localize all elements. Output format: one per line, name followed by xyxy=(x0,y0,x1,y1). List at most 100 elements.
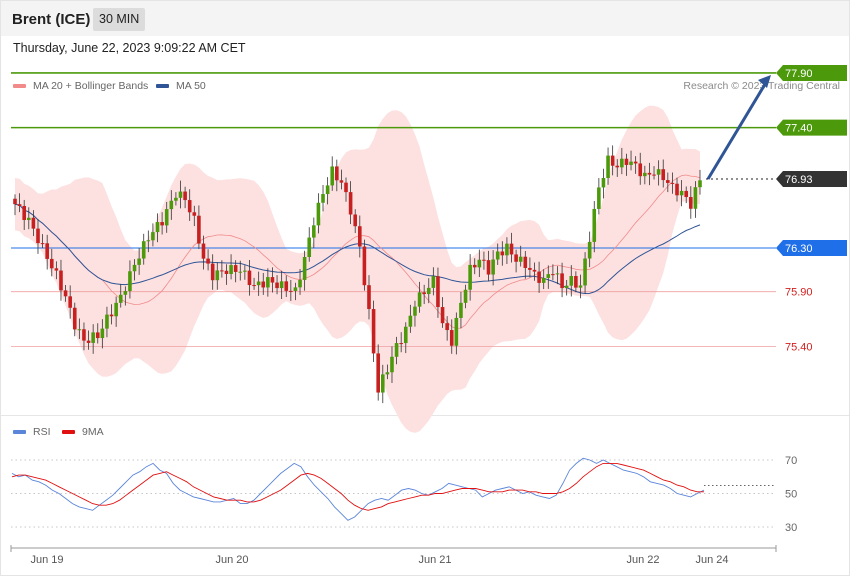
candle-body xyxy=(509,243,514,255)
candle-body xyxy=(528,267,532,270)
candle xyxy=(656,160,661,186)
candle xyxy=(63,285,68,302)
candle xyxy=(164,201,169,233)
level-tag-77.90: 77.90 xyxy=(776,64,847,81)
candle-body xyxy=(59,270,63,291)
candle-body xyxy=(514,254,518,262)
candle-body xyxy=(164,209,169,226)
candle-body xyxy=(468,264,472,290)
candle-body xyxy=(578,285,583,288)
candle xyxy=(256,271,261,296)
candle-body xyxy=(206,258,210,264)
candle xyxy=(105,306,109,338)
candle xyxy=(40,234,45,249)
candle xyxy=(500,241,505,266)
candle-body xyxy=(417,292,422,307)
candle xyxy=(551,264,555,281)
legend-9ma: 9MA xyxy=(62,426,104,438)
candle xyxy=(13,194,17,216)
candle-body xyxy=(178,191,183,198)
candle xyxy=(454,312,459,355)
candle xyxy=(698,169,702,195)
timeframe-badge[interactable]: 30 MIN xyxy=(93,8,146,31)
rsi-tick-label: 30 xyxy=(785,522,797,534)
candle-body xyxy=(647,172,652,175)
candle xyxy=(445,316,449,341)
candle-body xyxy=(160,222,164,226)
candle-body xyxy=(551,274,555,276)
candle-body xyxy=(629,161,633,165)
candle-body xyxy=(505,243,509,256)
candle xyxy=(17,193,22,213)
candle xyxy=(371,300,376,363)
candle-body xyxy=(348,192,353,215)
candle xyxy=(91,324,95,354)
candle-body xyxy=(13,198,17,205)
candle xyxy=(22,199,26,231)
candle xyxy=(357,215,362,258)
candle xyxy=(298,269,302,295)
candle-body xyxy=(40,243,45,245)
candle xyxy=(187,189,192,221)
candle-body xyxy=(555,273,560,275)
candle-body xyxy=(587,241,592,259)
candle xyxy=(495,243,500,265)
candle-body xyxy=(454,317,459,346)
candle-body xyxy=(569,276,574,286)
ma9-swatch xyxy=(62,430,75,434)
candle-body xyxy=(293,287,298,291)
level-tag-77.40: 77.40 xyxy=(776,119,847,136)
candle-body xyxy=(403,326,408,344)
level-label-box xyxy=(776,171,847,188)
candle-body xyxy=(477,259,482,268)
candle xyxy=(537,261,541,293)
candle xyxy=(348,181,353,225)
candle xyxy=(252,277,256,290)
rsi-swatch xyxy=(13,430,26,434)
candle-body xyxy=(330,166,335,186)
candle xyxy=(206,249,210,271)
candle-body xyxy=(95,332,100,339)
candle xyxy=(638,152,643,185)
candle-body xyxy=(638,163,643,177)
candle-body xyxy=(670,182,675,184)
candle xyxy=(633,156,638,174)
candle xyxy=(238,260,243,281)
candle-body xyxy=(26,217,31,221)
candle xyxy=(151,223,155,247)
candle xyxy=(578,274,583,299)
candle xyxy=(684,186,689,204)
candle-body xyxy=(684,190,689,198)
candle xyxy=(385,364,390,380)
candle-body xyxy=(183,191,187,201)
candle-body xyxy=(31,217,36,229)
candle xyxy=(100,319,105,349)
candle xyxy=(449,319,454,354)
candle-body xyxy=(289,290,293,292)
candle xyxy=(661,159,666,188)
ma50-label: MA 50 xyxy=(176,80,206,92)
candle-body xyxy=(440,307,445,324)
candle xyxy=(509,232,514,263)
candle xyxy=(482,251,486,270)
level-label: 76.30 xyxy=(785,243,813,255)
candle-body xyxy=(339,180,344,183)
candle xyxy=(59,259,63,301)
candle xyxy=(132,259,137,281)
candle-body xyxy=(537,271,541,283)
candle xyxy=(284,275,289,297)
candle xyxy=(302,250,307,291)
candle-body xyxy=(169,200,174,210)
candle-body xyxy=(357,226,362,247)
rsi-label: RSI xyxy=(33,426,51,438)
ma9-label: 9MA xyxy=(82,426,104,438)
candle-body xyxy=(270,277,275,283)
x-tick-label: Jun 19 xyxy=(30,554,63,566)
candles xyxy=(13,145,702,404)
candle-body xyxy=(77,329,82,331)
candle-body xyxy=(187,200,192,213)
candle-body xyxy=(532,269,537,272)
candle-body xyxy=(399,343,403,345)
legend-rsi: RSI xyxy=(13,426,51,438)
candle xyxy=(491,250,495,286)
